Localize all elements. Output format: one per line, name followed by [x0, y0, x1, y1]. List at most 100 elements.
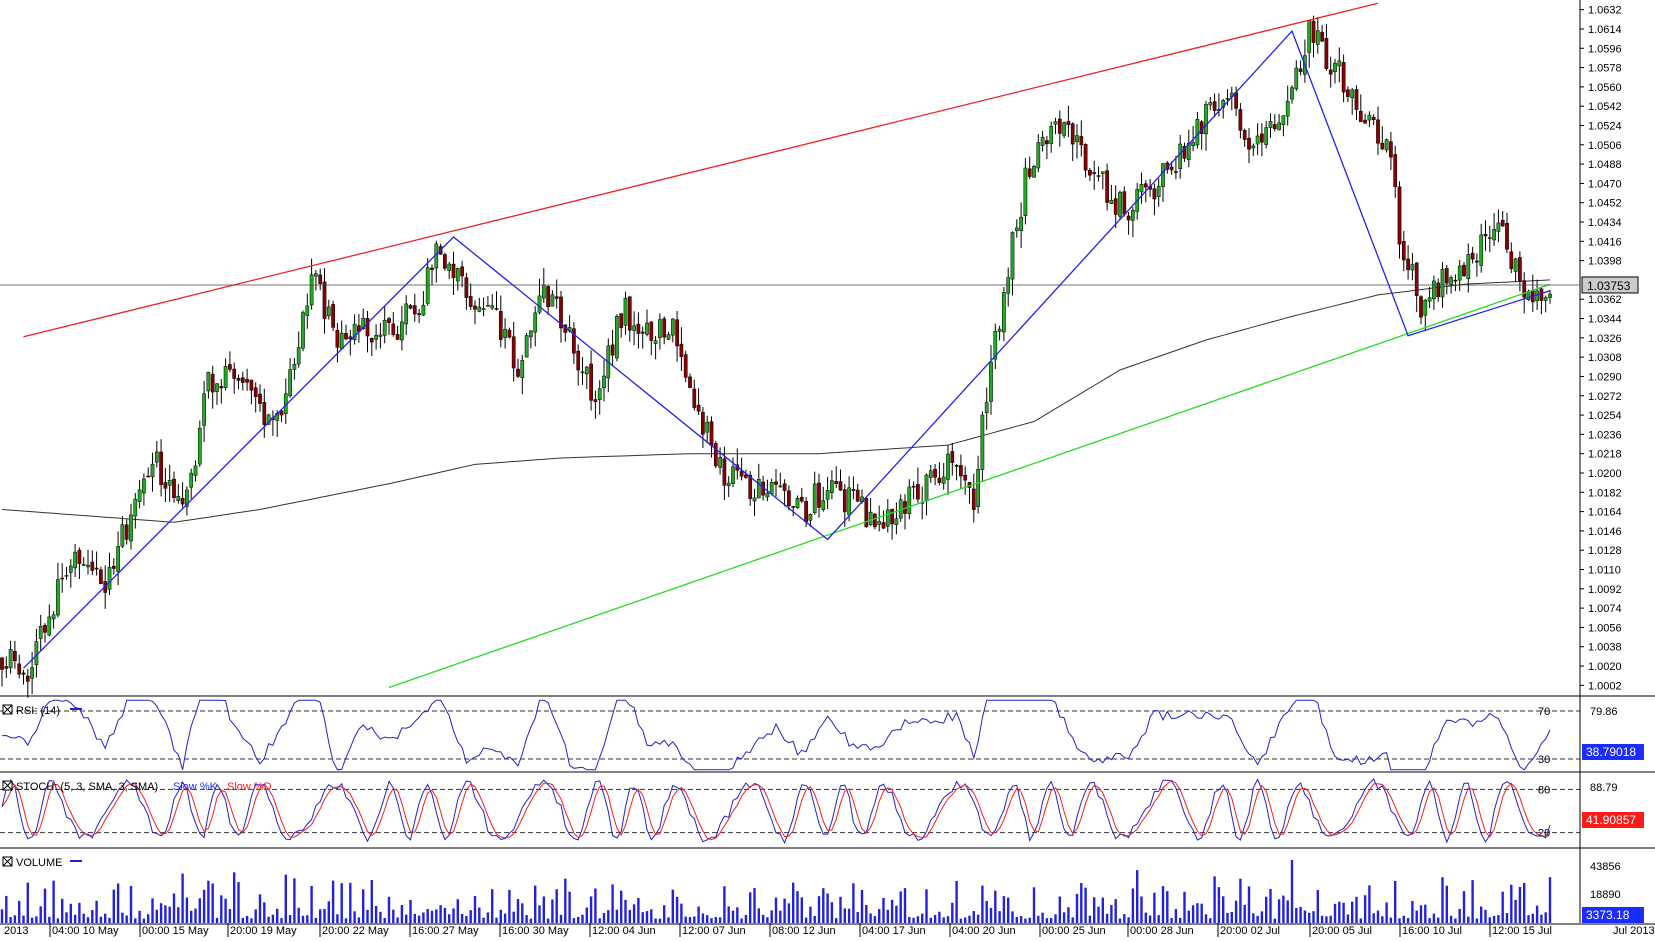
candle	[1083, 143, 1088, 178]
candle	[4, 656, 9, 679]
candle-body	[137, 489, 142, 502]
candle	[984, 387, 989, 430]
candle	[1427, 286, 1432, 308]
candle	[632, 311, 636, 346]
candle	[1346, 86, 1350, 103]
candle	[236, 374, 241, 390]
candle-body	[1174, 171, 1178, 173]
candle-body	[404, 303, 409, 325]
candle-body	[778, 485, 783, 488]
candle-body	[129, 514, 133, 542]
candle	[189, 468, 194, 499]
candle-body	[206, 371, 211, 392]
candle-body	[877, 520, 882, 525]
candle	[855, 483, 860, 503]
candle-body	[202, 393, 206, 426]
candle-body	[1393, 154, 1398, 187]
candle	[1393, 145, 1398, 198]
time-tick-label: 16:00 30 May	[502, 925, 569, 937]
moving-average-line	[1, 279, 1551, 523]
candle	[838, 469, 843, 491]
candle-body	[959, 465, 963, 477]
candle-body	[584, 366, 589, 375]
candle	[705, 415, 710, 444]
candle	[989, 345, 993, 415]
candle-body	[976, 468, 980, 507]
candle-body	[1234, 92, 1238, 109]
candle-body	[718, 457, 722, 468]
candle	[1019, 202, 1023, 248]
candle-body	[1294, 67, 1299, 90]
candle-body	[688, 376, 692, 388]
candle	[963, 466, 968, 495]
candle-body	[933, 468, 937, 478]
candle-body	[266, 414, 271, 425]
candle-body	[412, 305, 417, 315]
close-icon	[2, 704, 13, 715]
price-tick-label: 1.0038	[1588, 642, 1622, 654]
candle	[425, 257, 430, 306]
candle	[1045, 136, 1049, 160]
candle	[1483, 220, 1488, 251]
candle-body	[842, 489, 847, 513]
candle	[658, 313, 662, 350]
candle-body	[756, 479, 761, 499]
candle-body	[1036, 142, 1041, 169]
candle	[228, 351, 232, 373]
candle	[1174, 155, 1178, 180]
candle	[245, 368, 249, 391]
candle	[1479, 223, 1484, 273]
candle	[701, 407, 705, 448]
candle-body	[1496, 222, 1501, 232]
candle-body	[1298, 68, 1303, 72]
candle	[1049, 121, 1054, 153]
candle	[1548, 289, 1552, 304]
candle	[666, 331, 671, 340]
candle-body	[107, 567, 112, 590]
candle-body	[486, 305, 490, 307]
candle	[971, 473, 976, 523]
candle-body	[133, 498, 138, 517]
candle	[1118, 190, 1122, 220]
candle-body	[1470, 252, 1475, 260]
candle	[602, 359, 606, 402]
candle	[486, 296, 490, 307]
candle	[662, 316, 667, 345]
upper-trendline	[23, 2, 1379, 338]
price-tick-label: 1.0200	[1588, 468, 1622, 480]
current-price-label: 1.03753	[1587, 279, 1631, 293]
candle	[374, 324, 378, 350]
candle	[1298, 60, 1303, 76]
candle-body	[1010, 232, 1015, 280]
candle	[1453, 274, 1458, 292]
candle	[73, 543, 77, 578]
candle	[529, 330, 533, 349]
candle	[808, 513, 813, 527]
candle	[1285, 85, 1290, 126]
candle-body	[180, 497, 185, 505]
candle-body	[1156, 186, 1161, 197]
candle	[1109, 185, 1114, 204]
candle	[511, 321, 516, 382]
candle-body	[679, 343, 684, 358]
candle	[1131, 206, 1135, 238]
candle-body	[1006, 277, 1011, 294]
candle	[1212, 93, 1217, 118]
candle-body	[142, 478, 146, 494]
candle	[232, 362, 237, 394]
candle-body	[782, 483, 787, 491]
candle-body	[339, 332, 344, 350]
price-tick-label: 1.0074	[1588, 603, 1622, 615]
candle-body	[159, 451, 163, 486]
rsi-level-label: 70	[1538, 706, 1550, 718]
candle	[1462, 261, 1466, 277]
candle	[533, 306, 538, 347]
candle-body	[658, 319, 662, 339]
candle-body	[890, 508, 894, 525]
candle	[1057, 110, 1062, 147]
candle-body	[795, 498, 800, 508]
candle	[675, 310, 679, 362]
candle-body	[296, 347, 301, 365]
